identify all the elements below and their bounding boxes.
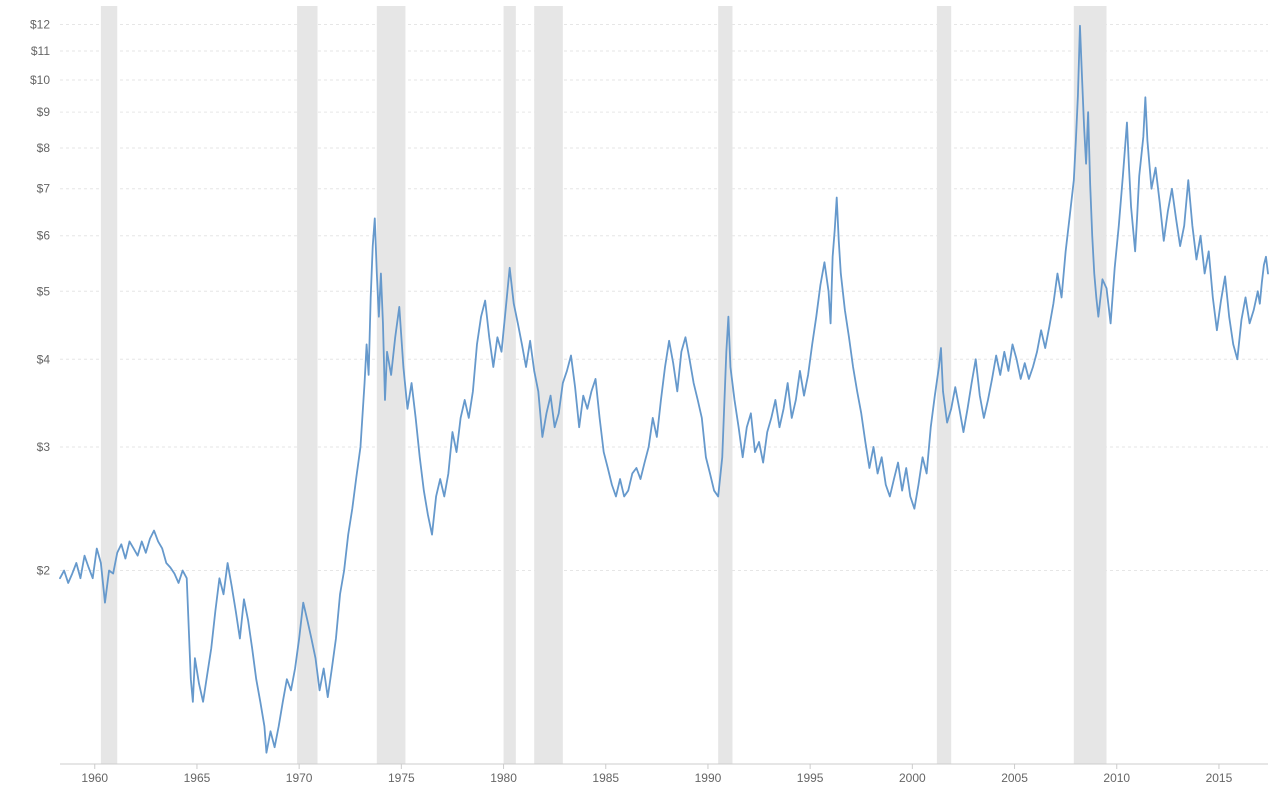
y-axis-label: $10: [30, 73, 50, 87]
y-axis-label: $8: [37, 141, 51, 155]
y-axis-label: $12: [30, 17, 50, 31]
x-axis-label: 1965: [184, 771, 211, 785]
price-chart: $2 $3 $4 $5 $6 $7 $8 $9 $10 $11 $12 1960 1965 1970 197…: [0, 0, 1280, 790]
x-axis-label: 1980: [490, 771, 517, 785]
recession-band: [101, 6, 117, 764]
recession-band: [377, 6, 406, 764]
recession-band: [504, 6, 516, 764]
x-axis-label: 2000: [899, 771, 926, 785]
y-axis-label: $6: [37, 229, 51, 243]
x-axis-label: 1995: [797, 771, 824, 785]
x-axis-label: 1960: [81, 771, 108, 785]
y-axis-label: $2: [37, 564, 51, 578]
y-axis-label: $4: [37, 352, 51, 366]
recession-band: [534, 6, 563, 764]
y-axis-label: $9: [37, 105, 51, 119]
x-axis-label: 2005: [1001, 771, 1028, 785]
x-axis-label: 2010: [1103, 771, 1130, 785]
y-axis-label: $7: [37, 182, 51, 196]
y-axis-label: $11: [31, 44, 50, 58]
recession-band: [937, 6, 951, 764]
y-axis-label: $5: [37, 284, 51, 298]
y-axis-label: $3: [37, 440, 51, 454]
x-axis-label: 1970: [286, 771, 313, 785]
x-axis-label: 1990: [695, 771, 722, 785]
x-axis-label: 2015: [1206, 771, 1233, 785]
x-axis-label: 1975: [388, 771, 415, 785]
recession-band: [1074, 6, 1107, 764]
x-axis-label: 1985: [592, 771, 619, 785]
